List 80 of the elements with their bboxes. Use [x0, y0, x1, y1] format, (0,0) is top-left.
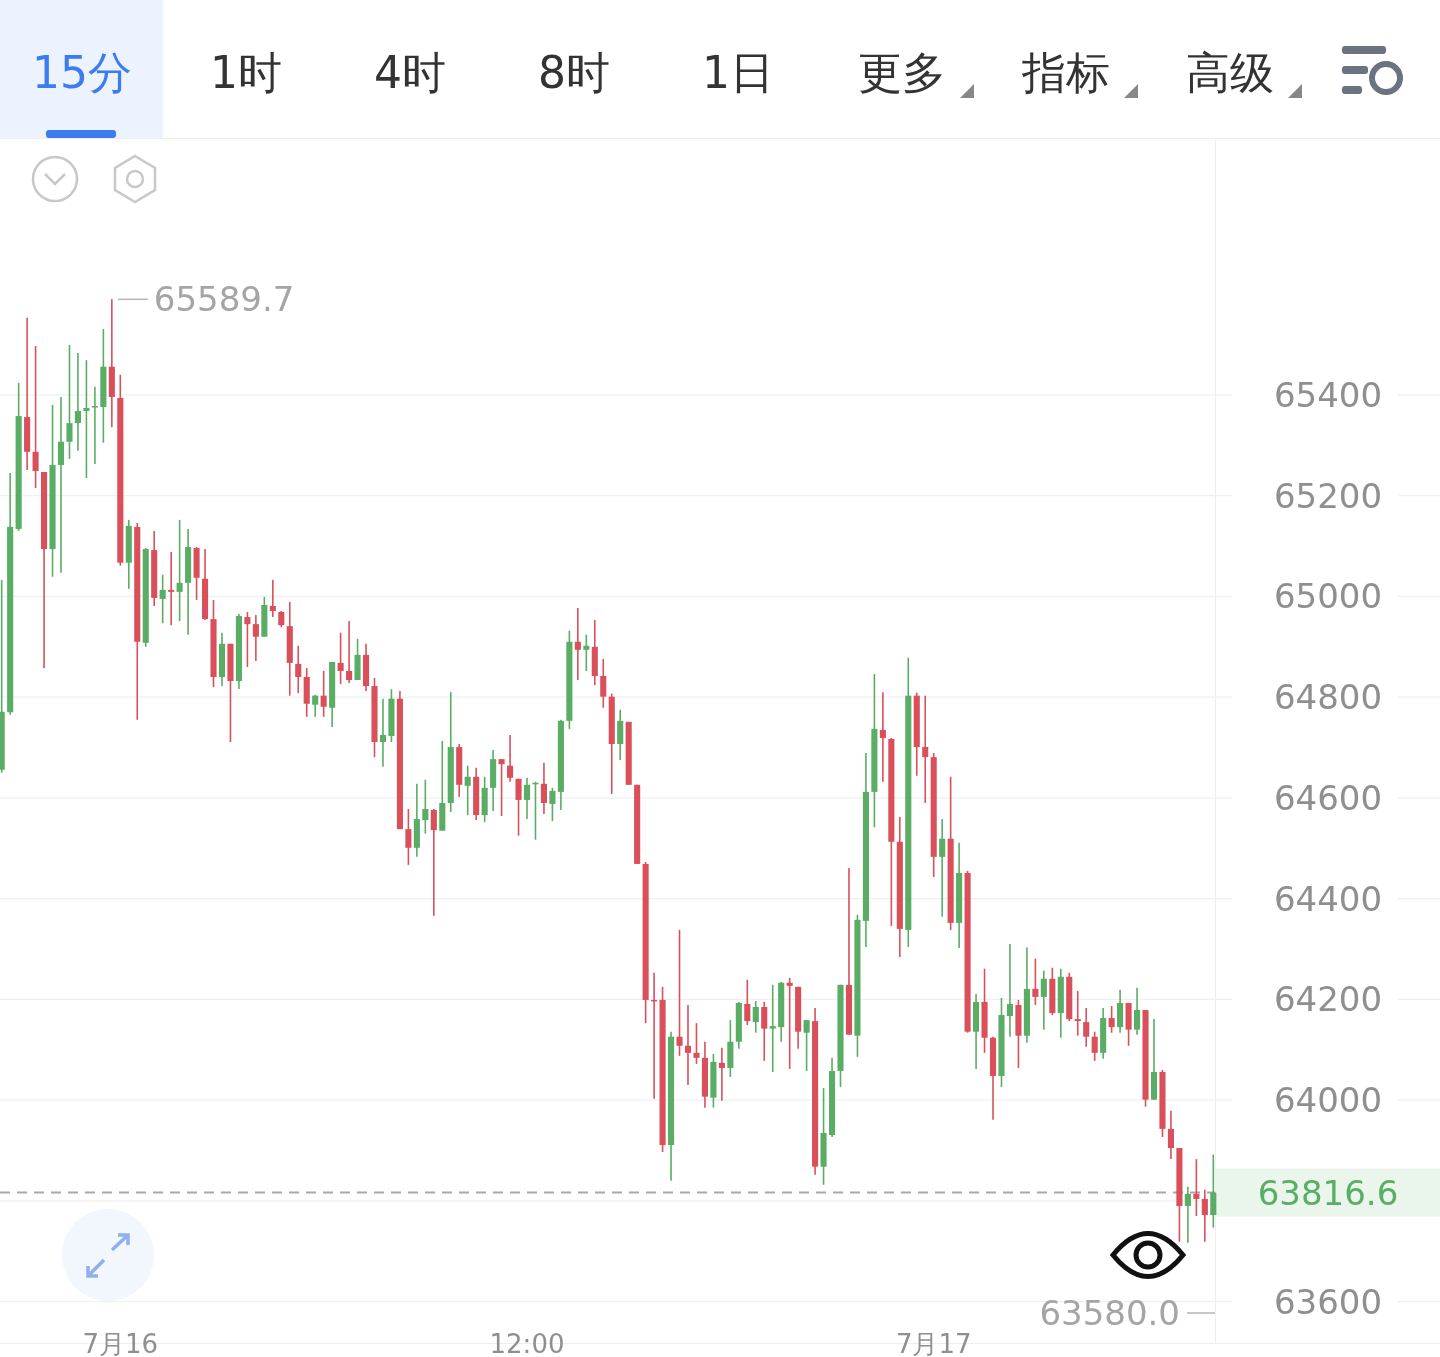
candlestick — [83, 359, 90, 479]
candlestick — [939, 818, 946, 918]
text: 高级 — [1186, 47, 1274, 98]
candlestick — [32, 345, 39, 489]
text: 指标 — [1021, 47, 1110, 98]
candlestick — [1134, 987, 1141, 1036]
candlestick — [346, 620, 353, 684]
candlestick — [922, 694, 929, 804]
candlestick — [803, 1019, 810, 1072]
y-tick-label: 64800 — [1273, 677, 1383, 718]
candlestick — [176, 519, 183, 622]
candlestick — [574, 607, 581, 681]
candlestick — [617, 708, 624, 761]
candlestick — [337, 631, 344, 685]
candlestick — [693, 1022, 700, 1065]
candlestick — [549, 787, 556, 822]
candlestick — [312, 693, 319, 718]
text: 1时 — [210, 47, 282, 98]
candlestick — [879, 691, 886, 783]
candlestick — [1108, 1005, 1115, 1034]
y-tick-label: 64000 — [1273, 1080, 1383, 1121]
candlestick — [523, 776, 531, 820]
annotation: 63580.0 — [1039, 1293, 1180, 1333]
candlestick — [295, 644, 302, 694]
candlestick — [1083, 1007, 1090, 1048]
candlestick — [1091, 1030, 1098, 1062]
x-tick-label: 7月17 — [895, 1329, 972, 1357]
text: 1日 — [702, 47, 774, 98]
candlestick — [1184, 1186, 1191, 1244]
y-tick-label: 65000 — [1273, 576, 1383, 617]
candlestick — [744, 978, 751, 1026]
ref-line-label: 63816.6 — [1257, 1172, 1399, 1213]
candlestick — [252, 614, 259, 662]
candlestick — [422, 778, 429, 835]
candlestick — [1006, 943, 1014, 1038]
candlestick — [676, 929, 683, 1057]
candlestick — [540, 761, 547, 815]
y-tick-label: 64400 — [1273, 878, 1383, 919]
y-tick-label: 65400 — [1273, 374, 1383, 415]
candlestick — [464, 764, 471, 816]
y-tick-label: 63600 — [1273, 1281, 1383, 1322]
candlestick — [320, 670, 327, 718]
candlestick — [498, 758, 505, 817]
candlestick — [1040, 969, 1047, 1031]
text: 8时 — [538, 47, 610, 98]
candlestick — [786, 976, 793, 1070]
x-tick-label: 7月16 — [82, 1329, 159, 1357]
candlestick — [761, 1001, 768, 1062]
candlestick — [752, 1000, 759, 1034]
text: 4时 — [374, 47, 446, 98]
candlestick — [405, 808, 412, 866]
candlestick — [600, 658, 607, 709]
y-tick-label: 64600 — [1273, 777, 1383, 818]
candlestick — [515, 777, 522, 837]
text: 更多 — [858, 47, 946, 98]
candlestick — [244, 611, 251, 668]
candlestick — [583, 633, 590, 672]
candlestick — [379, 697, 387, 768]
candlestick — [507, 734, 514, 783]
candlestick — [74, 352, 81, 452]
annotation: 65589.7 — [153, 279, 295, 320]
candlestick — [269, 578, 276, 618]
candlestick — [66, 344, 73, 460]
candlestick — [1167, 1109, 1174, 1160]
candlestick — [1201, 1189, 1208, 1243]
candlestick — [769, 984, 776, 1073]
candlestick — [1032, 957, 1039, 1006]
candlestick — [430, 808, 437, 917]
y-tick-label: 64200 — [1273, 979, 1383, 1020]
candlestick — [168, 551, 175, 626]
y-tick-label: 65200 — [1273, 475, 1383, 516]
candlestick — [1193, 1158, 1200, 1217]
candlestick — [159, 573, 166, 624]
text: 15分 — [32, 47, 132, 98]
x-tick-label: 12:00 — [489, 1329, 565, 1357]
candlestick — [57, 396, 65, 574]
candlestick — [1210, 1153, 1217, 1229]
candlestick — [684, 1004, 692, 1086]
candlestick — [718, 1046, 725, 1102]
candlestick — [1074, 990, 1081, 1037]
